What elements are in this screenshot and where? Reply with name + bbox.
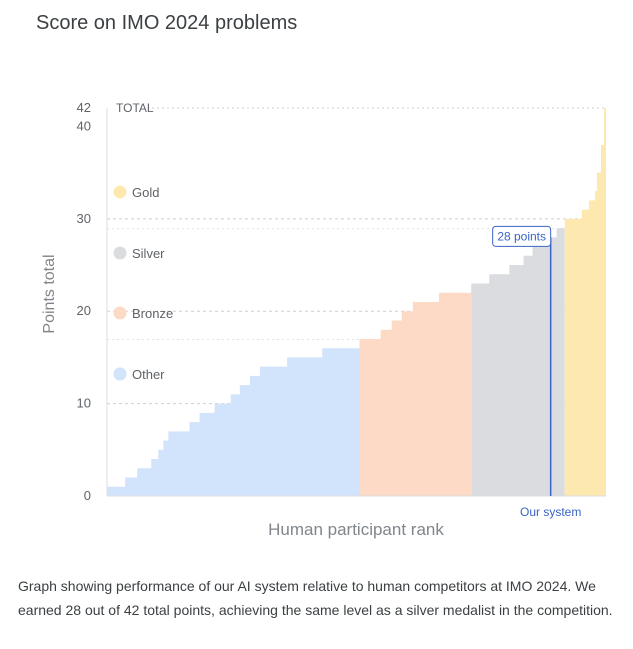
y-tick-label: 42 (77, 100, 91, 115)
y-tick-label: 0 (84, 488, 91, 503)
x-axis-label: Human participant rank (268, 520, 444, 539)
legend-label-gold: Gold (132, 185, 159, 200)
legend-swatch-bronze (113, 306, 127, 320)
legend-swatch-gold (113, 185, 127, 199)
legend-label-bronze: Bronze (132, 306, 173, 321)
y-tick-label: 30 (77, 211, 91, 226)
legend-label-other: Other (132, 367, 165, 382)
total-label: TOTAL (116, 101, 154, 115)
series-other-area (107, 348, 360, 496)
y-tick-label: 20 (77, 303, 91, 318)
chart: 0 10 20 30 40 42 TOTAL Points total Human partic… (41, 100, 606, 539)
y-axis-label: Points total (41, 254, 58, 333)
series-bronze-area (359, 292, 472, 496)
chart-caption: Graph showing performance of our AI syst… (18, 578, 613, 618)
annotation-box (492, 225, 552, 247)
legend-swatch-silver (113, 246, 127, 260)
chart-title: Score on IMO 2024 problems (36, 12, 298, 34)
legend-label-silver: Silver (132, 246, 165, 261)
annotation-label: 28 points (497, 229, 546, 243)
system-marker-label: Our system (520, 505, 581, 519)
legend-swatch-other (113, 367, 127, 381)
series-silver-area (471, 228, 565, 496)
y-tick-label: 40 (77, 118, 91, 133)
y-tick-label: 10 (77, 396, 91, 411)
series-gold-area (564, 108, 606, 496)
